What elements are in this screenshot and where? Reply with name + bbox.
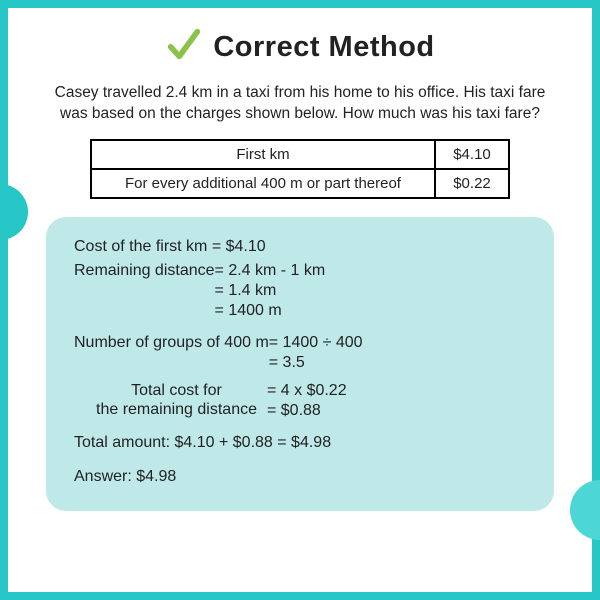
calc-line: = 4 x $0.22	[267, 381, 347, 401]
page-title: Correct Method	[213, 31, 434, 64]
answer-line: Answer: $4.98	[74, 467, 526, 487]
first-cost-line: Cost of the first km = $4.10	[74, 237, 526, 257]
table-row: For every additional 400 m or part there…	[91, 169, 509, 198]
calc-line: = 1400 ÷ 400	[269, 333, 363, 353]
checkmark-icon	[165, 26, 203, 69]
groups-values: = 1400 ÷ 400 = 3.5	[269, 333, 363, 373]
groups-block: Number of groups of 400 m = 1400 ÷ 400 =…	[74, 333, 526, 373]
remaining-distance-block: Remaining distance = 2.4 km - 1 km = 1.4…	[74, 261, 526, 321]
fare-price: $0.22	[435, 169, 509, 198]
fare-table: First km $4.10 For every additional 400 …	[90, 139, 510, 199]
total-cost-label: Total cost for the remaining distance	[96, 382, 257, 419]
worked-solution: Cost of the first km = $4.10 Remaining d…	[46, 217, 554, 511]
total-cost-values: = 4 x $0.22 = $0.88	[267, 381, 347, 421]
first-cost-label: Cost of the first km	[74, 238, 207, 255]
calc-line: = 2.4 km - 1 km	[215, 261, 326, 281]
content-area: Correct Method Casey travelled 2.4 km in…	[8, 8, 592, 592]
title-row: Correct Method	[46, 26, 554, 69]
total-amount-line: Total amount: $4.10 + $0.88 = $4.98	[74, 433, 526, 453]
remaining-values: = 2.4 km - 1 km = 1.4 km = 1400 m	[215, 261, 326, 321]
calc-line: = 1.4 km	[215, 281, 326, 301]
total-cost-label-line: Total cost for	[96, 382, 257, 400]
first-cost-value: = $4.10	[212, 238, 266, 255]
calc-line: = $0.88	[267, 401, 347, 421]
total-cost-block: Total cost for the remaining distance = …	[96, 381, 526, 421]
problem-text: Casey travelled 2.4 km in a taxi from hi…	[54, 83, 546, 125]
fare-label: For every additional 400 m or part there…	[91, 169, 435, 198]
groups-label: Number of groups of 400 m	[74, 333, 269, 353]
table-row: First km $4.10	[91, 140, 509, 169]
fare-price: $4.10	[435, 140, 509, 169]
fare-label: First km	[91, 140, 435, 169]
calc-line: = 1400 m	[215, 301, 326, 321]
calc-line: = 3.5	[269, 353, 363, 373]
total-cost-label-line: the remaining distance	[96, 401, 257, 419]
remaining-label: Remaining distance	[74, 261, 215, 281]
